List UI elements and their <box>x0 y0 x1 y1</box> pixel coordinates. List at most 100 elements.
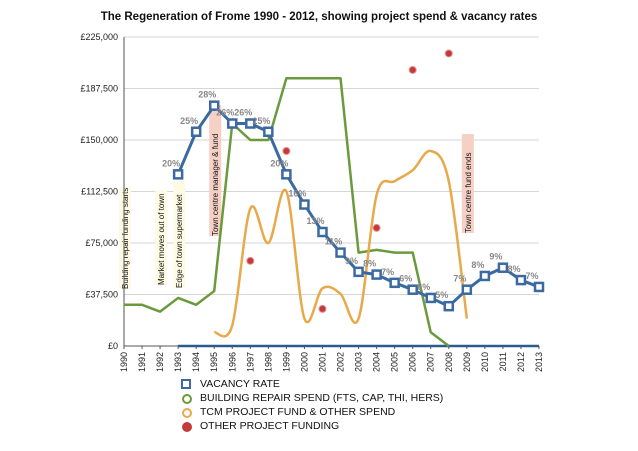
vacancy-marker <box>533 281 545 293</box>
legend-item-building-repair: BUILDING REPAIR SPEND (FTS, CAP, THI, HE… <box>178 391 443 405</box>
x-tick-label: 1990 <box>119 352 129 372</box>
vacancy-data-label: 16% <box>288 189 306 199</box>
vacancy-marker <box>461 284 473 295</box>
legend-marker-circle-icon <box>178 393 194 404</box>
legend-label: BUILDING REPAIR SPEND (FTS, CAP, THI, HE… <box>200 392 444 404</box>
x-tick-label: 2011 <box>498 352 508 371</box>
vacancy-marker <box>190 126 202 138</box>
y-tick-label: £112,500 <box>81 187 118 197</box>
annotation-box <box>173 181 186 288</box>
vacancy-data-label: 20% <box>162 158 180 168</box>
scatter-point <box>408 65 417 74</box>
x-tick-label: 2013 <box>534 352 544 372</box>
vacancy-marker <box>425 292 436 304</box>
vacancy-data-label: 6% <box>417 282 430 292</box>
vacancy-data-label: 8% <box>507 264 520 274</box>
annotation-box <box>461 134 474 233</box>
annotation-label: Town centre fund ends <box>464 153 473 233</box>
x-tick-label: 1995 <box>209 352 219 372</box>
legend-marker-circle-icon <box>178 421 194 432</box>
x-tick-label: 2009 <box>462 352 472 372</box>
vacancy-data-label: 6% <box>399 274 412 284</box>
scatter-point <box>318 304 327 313</box>
scatter-point <box>444 49 453 58</box>
x-tick-label: 2005 <box>390 352 400 372</box>
scatter-point <box>246 256 255 265</box>
x-tick-label: 1996 <box>227 352 237 372</box>
legend-marker-square-icon <box>178 379 194 389</box>
vacancy-data-label: 7% <box>453 274 466 284</box>
y-tick-label: £187,500 <box>80 84 118 94</box>
x-tick-label: 2004 <box>372 352 382 372</box>
chart-title: The Regeneration of Frome 1990 - 2012, s… <box>100 11 538 23</box>
x-tick-label: 1991 <box>137 352 147 372</box>
annotation-box <box>155 190 168 285</box>
vacancy-marker <box>172 169 184 180</box>
vacancy-data-label: 5% <box>435 290 448 300</box>
vacancy-marker <box>479 270 491 282</box>
vacancy-data-label: 7% <box>525 271 538 281</box>
axis-layer: £0 £37,500 £75,000 £112,500 £150,000 £187,500… <box>80 32 544 372</box>
vacancy-data-label: 13% <box>306 216 324 226</box>
vacancy-data-label: 25% <box>180 116 198 126</box>
legend-label: OTHER PROJECT FUNDING <box>200 420 340 432</box>
vacancy-data-label: 9% <box>345 256 358 266</box>
x-tick-label: 2003 <box>354 352 364 372</box>
vacancy-data-label: 11% <box>325 237 343 247</box>
legend-item-tcm-fund: TCM PROJECT FUND & OTHER SPEND <box>178 405 443 419</box>
vacancy-data-label: 8% <box>363 259 376 269</box>
vacancy-marker <box>299 199 310 210</box>
vacancy-marker <box>371 269 382 280</box>
annotation-label: Edge of town supermarket <box>175 194 184 288</box>
vacancy-data-label: 25% <box>252 116 270 126</box>
x-tick-label: 2008 <box>444 352 454 372</box>
legend-item-other-funding: OTHER PROJECT FUNDING <box>178 419 443 433</box>
vacancy-marker <box>443 300 455 312</box>
series-line-1 <box>124 76 450 347</box>
vacancy-data-label: 7% <box>381 267 394 277</box>
y-tick-label: £75,000 <box>85 238 118 248</box>
vacancy-marker <box>389 277 400 289</box>
vacancy-data-label: 26% <box>234 108 252 118</box>
x-tick-label: 2007 <box>426 352 436 372</box>
vacancy-marker <box>335 247 346 258</box>
x-tick-label: 1994 <box>191 352 201 372</box>
scatter-point <box>282 146 291 155</box>
series-line-2 <box>213 149 469 338</box>
vacancy-marker <box>317 226 328 238</box>
label-layer: 20%25%28%26% 26%25%20%16%13%11%9% 8%7%6%6%… <box>162 90 538 301</box>
vacancy-marker <box>497 262 509 273</box>
scatter-point <box>372 223 381 232</box>
legend-item-vacancy: VACANCY RATE <box>178 377 443 391</box>
x-tick-label: 2000 <box>299 352 309 372</box>
annotation-box <box>209 105 222 236</box>
annotation-label: Market moves out of town <box>157 193 166 285</box>
legend-label: TCM PROJECT FUND & OTHER SPEND <box>200 406 396 418</box>
x-tick-label: 1993 <box>173 352 183 372</box>
vacancy-marker <box>353 266 364 278</box>
y-tick-label: £225,000 <box>80 32 118 42</box>
vacancy-marker <box>263 126 274 138</box>
vacancy-data-label: 8% <box>471 260 484 270</box>
x-tick-label: 1992 <box>155 352 165 372</box>
x-tick-label: 1999 <box>281 352 291 372</box>
y-tick-label: £37,500 <box>85 290 118 300</box>
legend: VACANCY RATE BUILDING REPAIR SPEND (FTS,… <box>178 377 443 433</box>
y-tick-label: £150,000 <box>80 135 118 145</box>
legend-label: VACANCY RATE <box>200 378 280 390</box>
x-tick-label: 2012 <box>516 352 526 372</box>
vacancy-data-label: 26% <box>216 108 234 118</box>
vacancy-marker <box>281 169 292 180</box>
x-tick-label: 1998 <box>263 352 273 372</box>
vacancy-data-label: 28% <box>198 90 216 100</box>
x-tick-label: 1997 <box>245 352 255 372</box>
grid-layer <box>124 36 539 347</box>
x-tick-label: 2006 <box>408 352 418 372</box>
annotation-label: Building repair funding starts <box>121 188 130 289</box>
vacancy-marker <box>245 118 256 129</box>
x-tick-label: 2002 <box>336 352 346 372</box>
series-layer <box>124 49 545 348</box>
annotation-box <box>119 187 131 289</box>
x-tick-label: 2010 <box>480 352 490 372</box>
